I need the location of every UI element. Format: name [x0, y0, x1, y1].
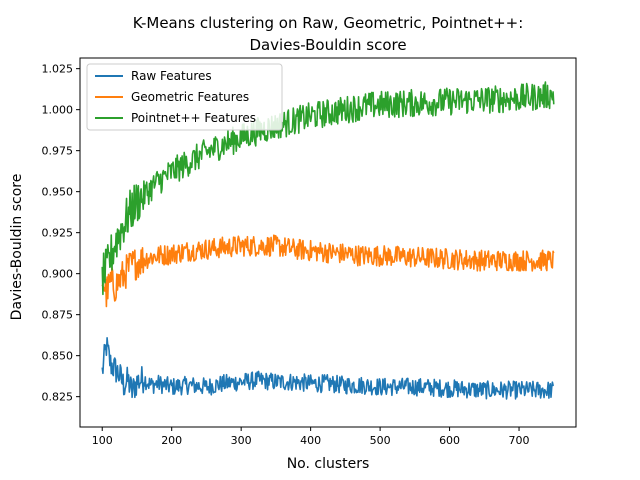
y-tick-label: 1.000: [42, 104, 74, 117]
x-tick-label: 200: [161, 434, 182, 447]
plot-area: [101, 81, 555, 400]
x-axis-label: No. clusters: [287, 456, 370, 472]
legend: Raw Features Geometric Features Pointnet++…: [86, 63, 283, 131]
x-tick-label: 400: [300, 434, 321, 447]
y-axis: 0.825 0.850 0.875 0.900 0.925 0.950 0.975 1.000…: [42, 63, 80, 404]
x-tick-label: 100: [92, 434, 113, 447]
series-line-pointnet-features: [101, 81, 555, 296]
y-tick-label: 0.825: [42, 391, 74, 404]
y-tick-label: 0.950: [42, 186, 74, 199]
chart-title-line1: K-Means clustering on Raw, Geometric, Po…: [133, 14, 524, 32]
series-line-raw-features: [101, 336, 555, 400]
y-tick-label: 0.875: [42, 309, 74, 322]
x-tick-label: 500: [370, 434, 391, 447]
chart-title-line2: Davies-Bouldin score: [249, 36, 406, 54]
x-tick-label: 700: [509, 434, 530, 447]
legend-label: Raw Features: [131, 69, 212, 83]
x-tick-label: 600: [439, 434, 460, 447]
legend-label: Geometric Features: [131, 90, 249, 104]
legend-label: Pointnet++ Features: [131, 111, 256, 125]
y-axis-label: Davies-Bouldin score: [9, 174, 25, 321]
y-tick-label: 0.850: [42, 350, 74, 363]
plot-frame: [79, 57, 577, 428]
x-axis: 100 200 300 400 500 600 700: [92, 427, 530, 447]
x-tick-label: 300: [231, 434, 252, 447]
legend-box: [86, 63, 283, 131]
y-tick-label: 1.025: [42, 63, 74, 76]
series-line-geometric-features: [101, 234, 555, 308]
y-tick-label: 0.925: [42, 227, 74, 240]
y-tick-label: 0.975: [42, 145, 74, 158]
y-tick-label: 0.900: [42, 268, 74, 281]
